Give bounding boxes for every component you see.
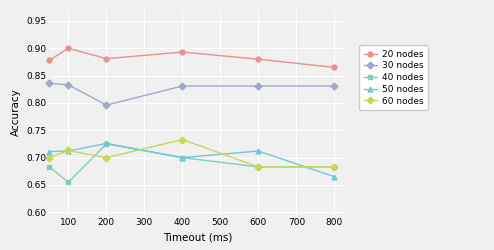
Line: 60 nodes: 60 nodes [47, 137, 337, 169]
40 nodes [65, 181, 71, 184]
50 nodes [179, 156, 185, 159]
60 nodes [331, 166, 337, 168]
30 nodes [103, 104, 109, 106]
30 nodes [179, 84, 185, 87]
40 nodes [255, 166, 261, 168]
X-axis label: Timeout (ms): Timeout (ms) [163, 232, 232, 242]
40 nodes [103, 142, 109, 146]
60 nodes [179, 138, 185, 141]
30 nodes [46, 82, 52, 85]
60 nodes [255, 166, 261, 168]
60 nodes [103, 156, 109, 159]
Legend: 20 nodes, 30 nodes, 40 nodes, 50 nodes, 60 nodes: 20 nodes, 30 nodes, 40 nodes, 50 nodes, … [359, 45, 428, 110]
40 nodes [179, 156, 185, 159]
40 nodes [331, 166, 337, 168]
50 nodes [103, 142, 109, 145]
Y-axis label: Accuracy: Accuracy [11, 89, 21, 136]
30 nodes [65, 84, 71, 86]
50 nodes [65, 150, 71, 152]
Line: 40 nodes: 40 nodes [47, 142, 337, 185]
60 nodes [46, 156, 52, 159]
50 nodes [255, 150, 261, 152]
40 nodes [46, 166, 52, 168]
20 nodes [103, 57, 109, 60]
Line: 50 nodes: 50 nodes [47, 141, 337, 179]
Line: 20 nodes: 20 nodes [47, 46, 337, 70]
20 nodes [179, 50, 185, 53]
20 nodes [331, 66, 337, 69]
60 nodes [65, 149, 71, 152]
30 nodes [255, 84, 261, 87]
20 nodes [65, 47, 71, 50]
50 nodes [331, 175, 337, 178]
20 nodes [46, 59, 52, 62]
Line: 30 nodes: 30 nodes [47, 81, 337, 108]
50 nodes [46, 150, 52, 153]
20 nodes [255, 58, 261, 61]
30 nodes [331, 84, 337, 87]
